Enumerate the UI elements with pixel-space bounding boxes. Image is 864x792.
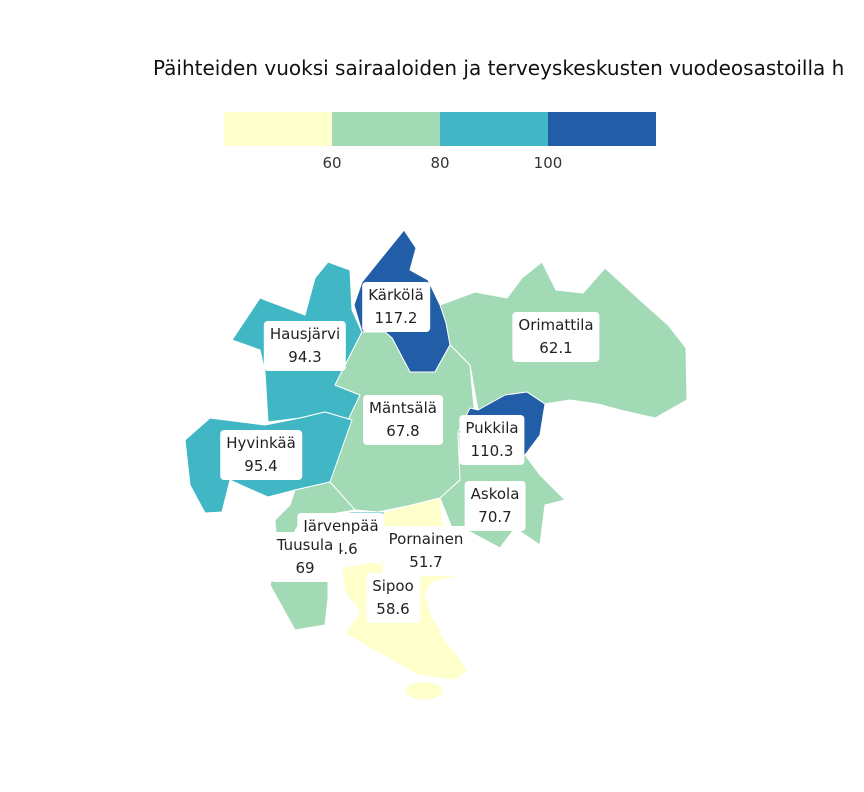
map-title: Päihteiden vuoksi sairaaloiden ja tervey… xyxy=(153,56,845,80)
label-name: Orimattila xyxy=(518,316,594,334)
label-name: Pornainen xyxy=(388,530,464,548)
legend-swatch-4 xyxy=(548,112,656,146)
label-value: 67.8 xyxy=(386,422,420,440)
legend-swatch-1 xyxy=(224,112,332,146)
label-orimattila: Orimattila 62.1 xyxy=(512,312,600,362)
label-value: 94.3 xyxy=(288,348,322,366)
label-value: 58.6 xyxy=(376,600,410,618)
label-value: 69 xyxy=(295,559,315,577)
label-pukkila: Pukkila 110.3 xyxy=(459,415,525,465)
label-name: Pukkila xyxy=(465,419,519,437)
label-value: 70.7 xyxy=(478,508,512,526)
label-value: 95.4 xyxy=(244,457,278,475)
label-name: Järvenpää xyxy=(303,517,379,535)
legend-tick-80: 80 xyxy=(430,154,450,172)
label-pornainen: Pornainen 51.7 xyxy=(382,526,470,576)
label-sipoo: Sipoo 58.6 xyxy=(366,573,420,623)
legend-swatch-2 xyxy=(332,112,440,146)
legend-tick-60: 60 xyxy=(322,154,342,172)
label-hyvinkaa: Hyvinkää 95.4 xyxy=(220,430,302,480)
color-legend: 60 80 100 xyxy=(0,0,864,200)
label-mantsala: Mäntsälä 67.8 xyxy=(363,395,443,445)
label-name: Hausjärvi xyxy=(269,325,341,343)
label-value: 51.7 xyxy=(409,553,443,571)
label-name: Sipoo xyxy=(372,577,414,595)
label-value: 62.1 xyxy=(539,339,573,357)
legend-swatch-3 xyxy=(440,112,548,146)
label-name: Tuusula xyxy=(276,536,334,554)
label-value: 110.3 xyxy=(470,442,514,460)
label-name: Hyvinkää xyxy=(226,434,296,452)
label-name: Mäntsälä xyxy=(369,399,437,417)
legend-tick-100: 100 xyxy=(533,154,563,172)
label-name: Askola xyxy=(470,485,520,503)
region-sipoo-island xyxy=(404,681,444,701)
label-hausjarvi: Hausjärvi 94.3 xyxy=(263,321,347,371)
label-name: Kärkölä xyxy=(368,286,424,304)
label-value: 117.2 xyxy=(374,309,418,327)
label-tuusula: Tuusula 69 xyxy=(270,532,340,582)
label-askola: Askola 70.7 xyxy=(464,481,526,531)
label-karkola: Kärkölä 117.2 xyxy=(362,282,430,332)
